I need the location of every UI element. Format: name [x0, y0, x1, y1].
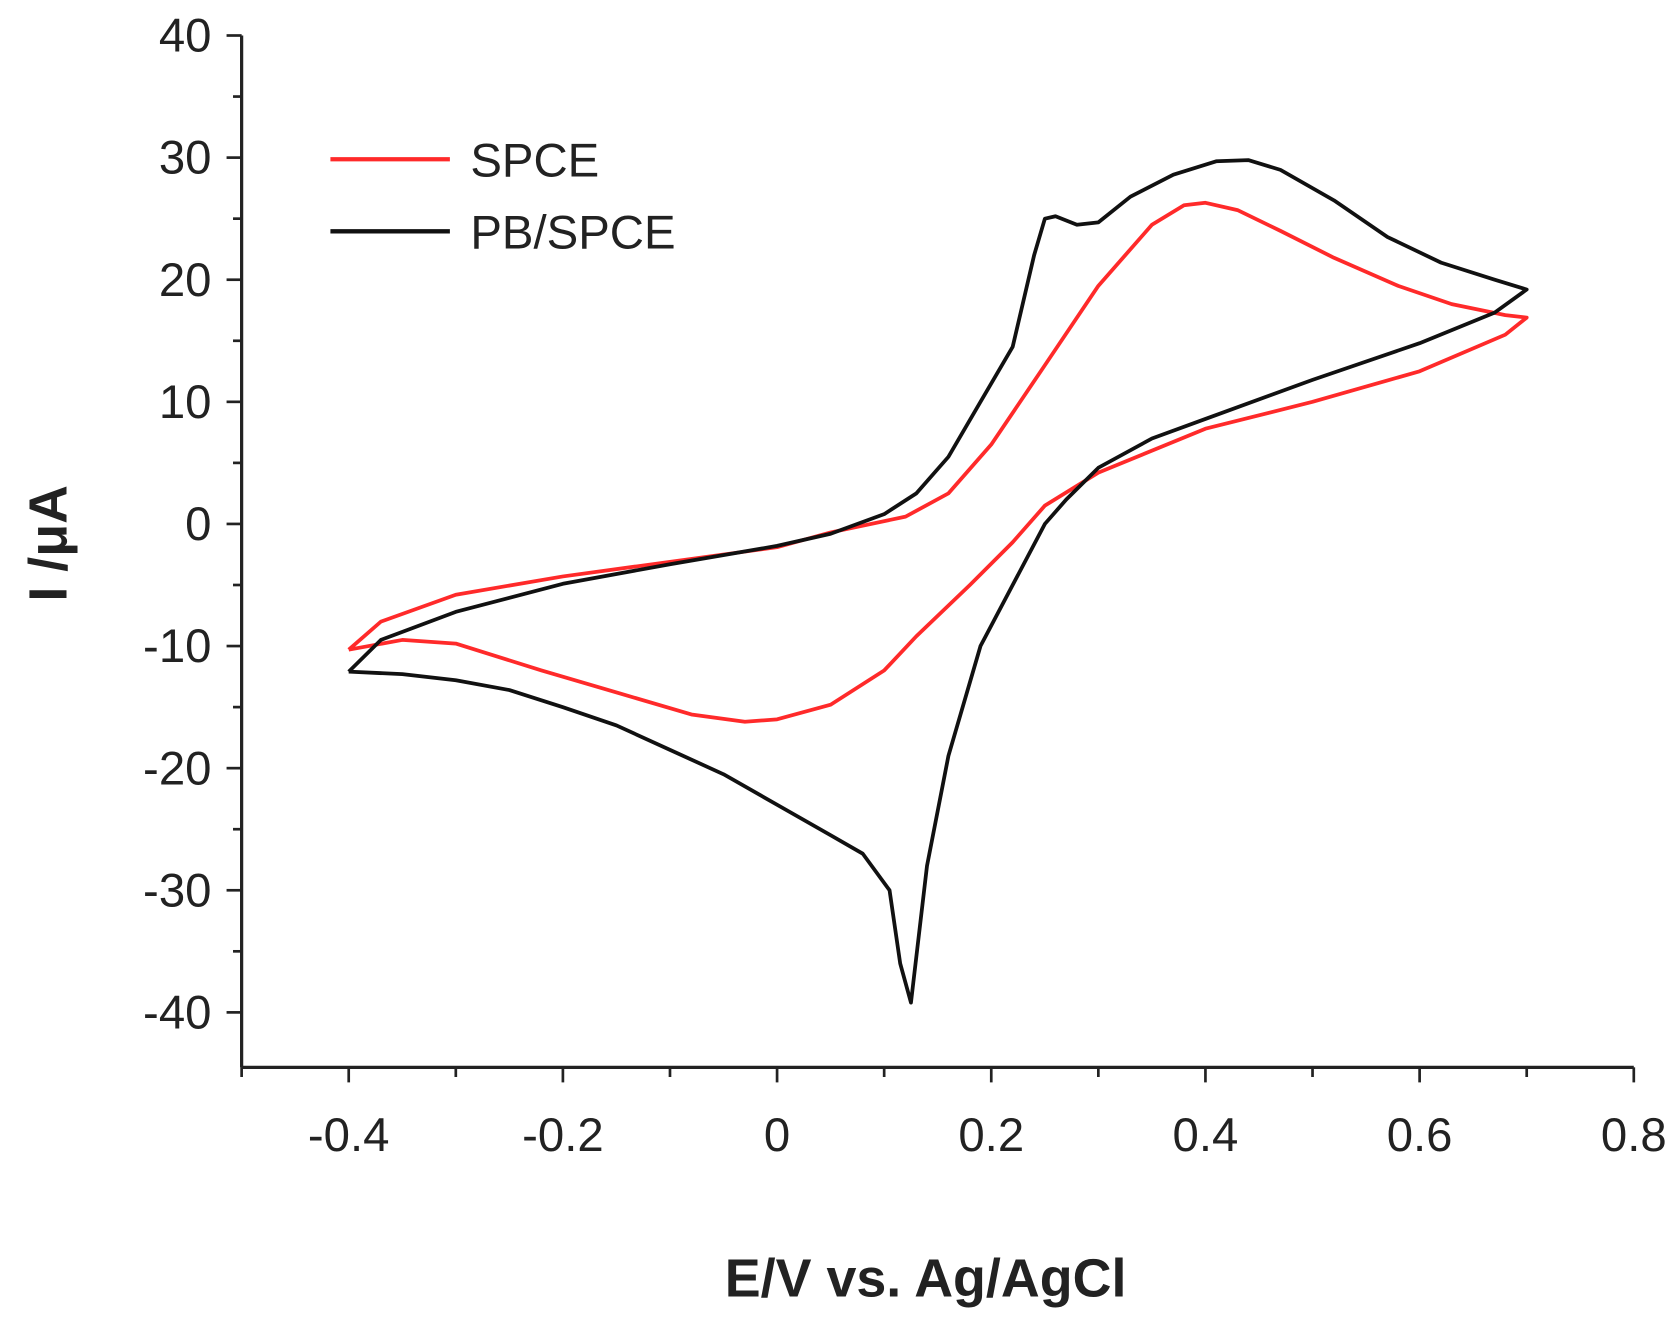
y-tick-label: -40	[143, 987, 211, 1040]
y-tick-label: 0	[185, 498, 211, 551]
x-tick-label: -0.2	[522, 1109, 604, 1162]
y-tick-label: -20	[143, 742, 211, 795]
y-tick-label: 30	[159, 132, 212, 185]
legend: SPCE PB/SPCE	[330, 134, 676, 260]
y-axis-title: I /μA	[19, 485, 79, 602]
x-tick-label: 0	[764, 1109, 790, 1162]
x-tick-label: 0.2	[958, 1109, 1024, 1162]
legend-label: SPCE	[470, 134, 599, 187]
x-axis-title: E/V vs. Ag/AgCl	[725, 1248, 1127, 1308]
y-tick-label: 20	[159, 254, 212, 307]
x-tick-label: -0.4	[308, 1109, 390, 1162]
series-group	[347, 158, 1529, 1005]
series-line-pb-spce	[347, 158, 1529, 1005]
y-tick-label: -10	[143, 620, 211, 673]
x-tick-label: 0.4	[1173, 1109, 1239, 1162]
y-tick-label: -30	[143, 864, 211, 917]
axes: -0.4 -0.2 0 0.2 0.4 0.6 0.8 40 30 20 10 0 -10 -20 -30 -…	[143, 10, 1667, 1163]
series-line-spce	[347, 200, 1529, 724]
x-tick-label: 0.6	[1387, 1109, 1453, 1162]
y-tick-label: 40	[159, 10, 212, 63]
legend-label: PB/SPCE	[470, 207, 675, 260]
x-tick-label: 0.8	[1601, 1109, 1667, 1162]
y-tick-label: 10	[159, 376, 212, 429]
